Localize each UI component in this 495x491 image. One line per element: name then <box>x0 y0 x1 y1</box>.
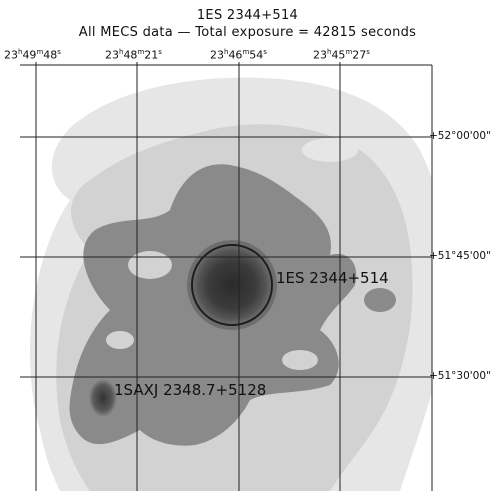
dec-label-1: +52°00'00" <box>429 130 491 142</box>
dec-label-2: +51°45'00" <box>429 250 491 262</box>
source-2-core <box>89 379 117 417</box>
image-title: 1ES 2344+514 <box>196 8 299 23</box>
source-1-core <box>191 244 273 326</box>
image-subtitle: All MECS data — Total exposure = 42815 s… <box>78 25 417 40</box>
emission-gap <box>106 331 134 349</box>
emission-gap <box>302 138 358 162</box>
emission-gap <box>128 251 172 279</box>
image-frame <box>20 64 433 491</box>
source-1-label: 1ES 2344+514 <box>276 269 389 287</box>
source-2-label: 1SAXJ 2348.7+5128 <box>114 381 266 399</box>
emission-gap <box>282 350 318 370</box>
ra-label-2: 23h48m21s <box>105 48 162 62</box>
ra-label-3: 23h46m54s <box>210 48 267 62</box>
ra-label-4: 23h45m27s <box>313 48 370 62</box>
emission-patch <box>364 288 396 312</box>
ra-label-1: 23h49m48s <box>4 48 61 62</box>
dec-label-3: +51°30'00" <box>429 370 491 382</box>
intensity-map <box>30 77 432 491</box>
coordinate-grid <box>20 62 432 491</box>
